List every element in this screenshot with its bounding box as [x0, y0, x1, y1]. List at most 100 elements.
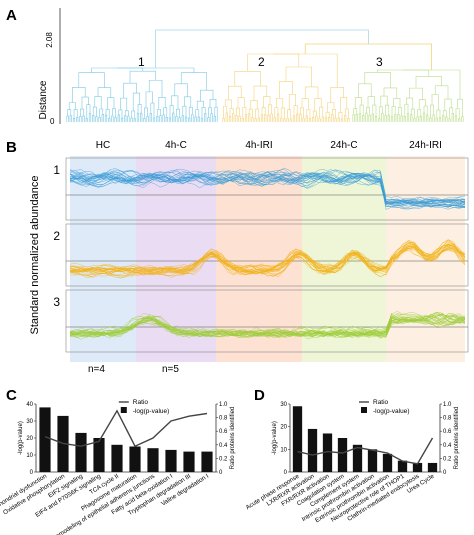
dendrogram-branch [248, 113, 251, 122]
dendrogram-branch [387, 114, 390, 122]
dendrogram-branch [344, 114, 347, 122]
dendrogram-branch [419, 115, 422, 122]
dendrogram-branch [118, 109, 123, 119]
dendrogram-branch [325, 111, 330, 118]
dendrogram-branch [162, 114, 165, 122]
dendrogram-branch [321, 116, 324, 122]
chart-c-bar [93, 438, 105, 472]
chart-d: 0 10 20 30 0 0.2 0.4 0.6 0.8 1.0 -log(p-value) Rati… [245, 399, 460, 524]
n-label-4h: n=5 [162, 364, 179, 375]
dendrogram-branch [391, 106, 396, 117]
panel-c-label: C [6, 387, 17, 404]
dendrogram-branch [302, 117, 305, 122]
dendrogram-branch [214, 106, 218, 122]
chart-c-right-ylabel: Ratio proteins identified [230, 407, 236, 470]
protein-profile-line [69, 242, 466, 273]
row-frame [65, 223, 469, 287]
dendrogram-branch [442, 110, 447, 118]
dendrogram-branch [201, 107, 206, 119]
dendrogram-branch [327, 102, 335, 113]
chart-d-left-ylabel: -log(p-value) [272, 421, 278, 455]
dendrogram-branch [448, 118, 451, 122]
dendrogram-branch [344, 108, 349, 119]
dendrogram-branch [117, 114, 120, 122]
dendrogram-branch [398, 107, 402, 116]
row-label-3: 3 [53, 295, 60, 309]
dendrogram-root [155, 29, 369, 68]
dendrogram-branch [207, 117, 210, 122]
dendrogram-branch [306, 109, 311, 119]
dendrogram-branch [308, 118, 312, 122]
protein-profile-line [69, 168, 466, 204]
dendrogram-branch [152, 117, 156, 122]
dendrogram-branch [416, 116, 419, 122]
dendrogram-branch [353, 108, 358, 115]
chart-d-legend-bar-swatch [361, 407, 367, 413]
dendrogram-branch [131, 110, 136, 119]
dendrogram-branch [124, 115, 127, 122]
dendrogram-branch [442, 115, 445, 122]
dendrogram-branch [85, 118, 88, 122]
row-frame [65, 289, 469, 353]
chart-d-right-ylabel: Ratio proteins identified [454, 407, 460, 470]
dendrogram-branch [188, 117, 191, 122]
protein-profile-line [69, 239, 466, 272]
panel-b-label: B [6, 139, 17, 156]
dendrogram-branch [168, 117, 172, 122]
dendrogram-branch [237, 97, 245, 109]
dendrogram-branch [352, 114, 355, 122]
dendrogram-branch [394, 114, 397, 122]
dendrogram-branch [67, 109, 72, 117]
dendrogram-branch [312, 117, 315, 122]
dendrogram-branch [163, 107, 168, 118]
dendrogram-branch [328, 116, 331, 122]
chart-c-left-tick-label: 40 [26, 402, 33, 408]
dendrogram-branch [431, 94, 439, 110]
dendrogram-branch [378, 118, 381, 122]
dendrogram-branch [140, 112, 143, 122]
profile-rows: 1 2 3 [53, 157, 469, 353]
dendrogram-branch [354, 97, 362, 109]
dendrogram-branch [92, 106, 97, 117]
chart-c-right-tick-label: 1.0 [219, 402, 228, 408]
dendrogram-branch [124, 110, 129, 117]
chart-d-bar [307, 428, 318, 472]
dendrogram-branch [150, 102, 155, 118]
chart-c-bar [147, 448, 159, 472]
dendrogram-branch [304, 86, 319, 99]
chart-c-bar [129, 446, 141, 472]
dendrogram-branch [208, 107, 212, 118]
dendrogram-branch [445, 116, 448, 122]
chart-c-right-tick-label: 0.6 [219, 429, 228, 435]
dendrogram-branch [406, 97, 414, 110]
dendrogram-branch [236, 107, 240, 117]
chart-c-legend-pvalue: -log(p-value) [133, 408, 170, 415]
dendrogram-branch [101, 114, 104, 122]
dendrogram-branch [337, 117, 340, 122]
chart-c-bar [111, 444, 123, 472]
dendrogram-branch [403, 69, 461, 100]
chart-c-left-tick-label: 20 [26, 436, 33, 442]
chart-c: 0 10 20 30 40 0 0.2 0.4 0.6 0.8 1.0 -log(p-value) Ra… [0, 399, 236, 535]
dendrogram-branch [127, 115, 130, 122]
dendrogram-branch [367, 96, 375, 108]
dendrogram-branch [273, 117, 276, 122]
dendrogram-branch [232, 113, 235, 122]
protein-profile-line [69, 169, 466, 201]
dendrogram-branch [72, 87, 86, 103]
dendrogram-branch [146, 116, 149, 122]
dendrogram-branch [69, 115, 72, 122]
dendrogram-branch [86, 104, 91, 119]
dendrogram-branch [444, 98, 452, 111]
dendrogram-branch [224, 99, 232, 109]
dendrogram-branch [144, 107, 148, 119]
dendrogram-branch [287, 109, 292, 119]
dendrogram-branch [409, 87, 423, 100]
dendrogram-branch [223, 105, 228, 119]
dendrogram-branch [334, 117, 337, 122]
dendrogram-branch [270, 113, 273, 122]
dendrogram-join-2-3 [304, 43, 432, 70]
n-label-hc: n=4 [88, 364, 105, 375]
chart-d-right-tick-label: 0 [443, 470, 447, 476]
